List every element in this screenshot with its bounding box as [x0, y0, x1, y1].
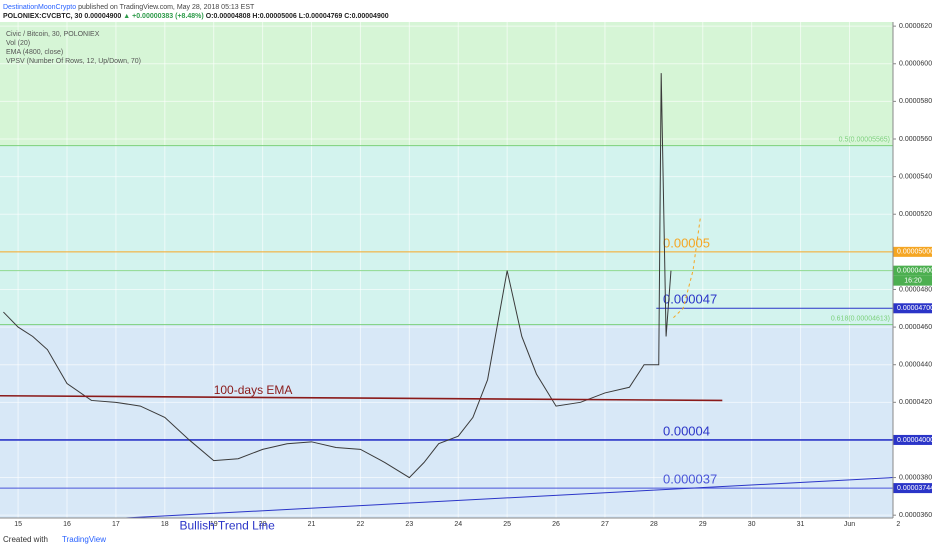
legend-item: Civic / Bitcoin, 30, POLONIEX	[6, 31, 100, 38]
price-label-bg	[893, 303, 932, 314]
x-tick-label: 23	[405, 521, 413, 528]
x-tick-label: 20	[259, 521, 267, 528]
level-label: 0.618(0.00004613)	[831, 315, 890, 322]
price-label: 0.00005000	[897, 249, 932, 256]
price-label-bg	[893, 246, 932, 257]
x-tick-label: 25	[503, 521, 511, 528]
level-label: 0.5(0.00005565)	[839, 136, 890, 143]
x-tick-label: 18	[161, 521, 169, 528]
annotation: Bullish Trend Line	[179, 519, 275, 533]
countdown: 16:20	[904, 278, 922, 285]
zone	[0, 22, 893, 146]
header-line: DestinationMoonCrypto published on Tradi…	[3, 4, 255, 11]
symbol: POLONIEX:CVCBTC, 30	[3, 13, 82, 20]
x-tick-label: 24	[454, 521, 462, 528]
x-tick-label: 21	[308, 521, 316, 528]
legend-item: EMA (4800, close)	[6, 49, 63, 56]
price-label: 0.00003744	[897, 485, 932, 492]
author[interactable]: DestinationMoonCrypto	[3, 4, 76, 11]
y-tick-label: 0.00006200	[899, 23, 932, 30]
countdown-bg	[893, 275, 932, 286]
x-tick-label: 31	[797, 521, 805, 528]
price-label-bg	[893, 434, 932, 445]
x-tick-label: Jun	[844, 521, 855, 528]
series-line	[115, 477, 893, 518]
level-label: 0.00005	[663, 235, 710, 250]
plot: 0.000036000.000038000.000040000.00004200…	[0, 22, 932, 533]
x-tick-label: 2	[896, 521, 900, 528]
x-tick-label: 26	[552, 521, 560, 528]
symbol-line: POLONIEX:CVCBTC, 30 0.00004900 ▲ +0.0000…	[3, 13, 389, 20]
series-line	[0, 394, 723, 402]
footer-created: Created with	[3, 535, 48, 544]
level-label: 0.000037	[663, 472, 717, 487]
zone	[0, 324, 893, 518]
level-label: 0.00004	[663, 423, 710, 438]
footer-brand[interactable]: TradingView	[62, 535, 106, 544]
legend-item: VPSV (Number Of Rows, 12, Up/Down, 70)	[6, 58, 141, 65]
ohlc: O:0.00004808 H:0.00005006 L:0.00004769 C…	[206, 13, 389, 20]
x-tick-label: 28	[650, 521, 658, 528]
x-tick-label: 27	[601, 521, 609, 528]
price-label: 0.00004900	[897, 268, 932, 275]
price-label: 0.00004700	[897, 305, 932, 312]
change: ▲ +0.00000383 (+8.48%)	[123, 13, 204, 20]
price-label: 0.00004000	[897, 437, 932, 444]
last: 0.00004900	[84, 13, 121, 20]
series-line	[3, 73, 672, 479]
zone	[0, 145, 893, 325]
price-label-bg	[893, 265, 932, 276]
x-tick-label: 17	[112, 521, 120, 528]
level-label: 0.000047	[663, 292, 717, 307]
legend-item: Vol (20)	[6, 40, 30, 47]
series-line	[673, 217, 701, 319]
price-label-bg	[893, 483, 932, 494]
published: published on TradingView.com, May 28, 20…	[78, 4, 255, 11]
x-tick-label: 30	[748, 521, 756, 528]
x-tick-label: 22	[357, 521, 365, 528]
x-tick-label: 16	[63, 521, 71, 528]
annotation: 100-days EMA	[214, 383, 293, 397]
x-tick-label: 15	[14, 521, 22, 528]
x-tick-label: 19	[210, 521, 218, 528]
x-tick-label: 29	[699, 521, 707, 528]
